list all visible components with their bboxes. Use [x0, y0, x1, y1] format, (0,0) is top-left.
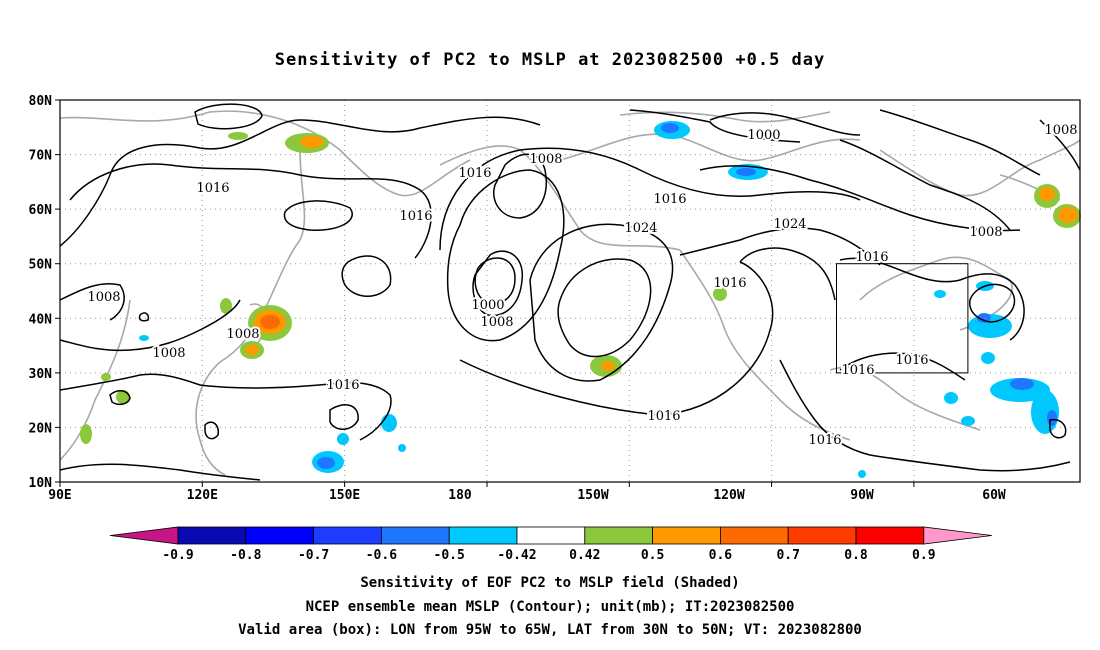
colorbar-swatch: [652, 526, 721, 545]
colorbar-swatch: [516, 526, 586, 545]
contour-label: 1008: [87, 290, 120, 305]
valid-area-box: [836, 263, 969, 374]
colorbar-label: 0.5: [641, 548, 664, 563]
contour-label: 1016: [399, 209, 432, 224]
plot-area: [60, 100, 1080, 482]
contour-label: 1008: [1044, 123, 1077, 138]
contour-label: 1016: [808, 433, 841, 448]
lat-label: 70N: [29, 149, 53, 164]
contour-label: 1024: [773, 217, 806, 232]
colorbar: -0.9 -0.8 -0.7 -0.6 -0.5 -0.42 0.42 0.5 0.6 0.7 0.…: [109, 526, 992, 563]
lon-label: 150E: [329, 488, 360, 503]
contour-label: 1016: [326, 378, 359, 393]
lat-label: 80N: [29, 94, 53, 109]
colorbar-label: -0.8: [230, 548, 261, 563]
lon-label: 60W: [982, 488, 1006, 503]
colorbar-label: 0.42: [569, 548, 600, 563]
contour-label: 1008: [529, 152, 562, 167]
contour-label: 1016: [713, 276, 746, 291]
lon-label: 120E: [187, 488, 218, 503]
colorbar-label: -0.7: [298, 548, 329, 563]
colorbar-swatch: [313, 526, 382, 545]
contour-label: 1016: [841, 363, 874, 378]
contour-label: 1024: [624, 221, 657, 236]
colorbar-swatch: [584, 526, 653, 545]
colorbar-label: -0.6: [366, 548, 397, 563]
caption-contour: NCEP ensemble mean MSLP (Contour); unit(…: [305, 599, 795, 615]
contour-label: 1008: [969, 225, 1002, 240]
contour-labels: 1016 1008 1016 1016 1000 1016 1008 1024 …: [85, 121, 1079, 450]
contour-label: 1008: [226, 327, 259, 342]
contour-label: 1016: [855, 250, 888, 265]
colorbar-swatch: [855, 526, 925, 545]
contour-label: 1016: [647, 409, 680, 424]
colorbar-left-arrow: [109, 526, 179, 545]
colorbar-label: 0.9: [912, 548, 935, 563]
colorbar-label: -0.42: [497, 548, 536, 563]
contour-label: 1016: [653, 192, 686, 207]
colorbar-right-arrow: [923, 526, 992, 545]
caption-valid-area: Valid area (box): LON from 95W to 65W, L…: [238, 622, 862, 638]
caption-shaded: Sensitivity of EOF PC2 to MSLP field (Sh…: [360, 575, 740, 591]
colorbar-swatch: [380, 526, 450, 545]
colorbar-swatch: [177, 526, 247, 545]
contour-label: 1000: [747, 128, 780, 143]
lat-label: 20N: [29, 421, 53, 436]
colorbar-label: 0.7: [776, 548, 799, 563]
lat-label: 10N: [29, 476, 53, 491]
lat-label: 50N: [29, 258, 53, 273]
lon-label: 90E: [48, 488, 71, 503]
colorbar-swatch: [448, 526, 518, 545]
tick-marks: [55, 99, 915, 487]
contour-label: 1008: [480, 315, 513, 330]
contour-label: 1016: [895, 353, 928, 368]
map-frame: [59, 99, 1081, 483]
lat-label: 30N: [29, 367, 53, 382]
lon-label: 90W: [850, 488, 874, 503]
colorbar-label: -0.9: [162, 548, 193, 563]
lon-label: 120W: [713, 488, 744, 503]
lat-label: 60N: [29, 203, 53, 218]
colorbar-swatch: [720, 526, 789, 545]
shaded-field: [80, 121, 1081, 478]
mslp-contours: [59, 103, 1081, 481]
lat-label: 40N: [29, 312, 53, 327]
colorbar-label: -0.5: [434, 548, 465, 563]
contour-label: 1000: [471, 298, 504, 313]
colorbar-label: 0.6: [709, 548, 733, 563]
contour-label: 1008: [152, 346, 185, 361]
lon-label: 150W: [577, 488, 608, 503]
colorbar-label: 0.8: [844, 548, 868, 563]
lon-label: 180: [448, 488, 472, 503]
map-title: Sensitivity of PC2 to MSLP at 2023082500…: [274, 50, 826, 70]
latitude-labels: 80N 70N 60N 50N 40N 30N 20N 10N: [29, 94, 53, 491]
contour-label: 1016: [196, 181, 229, 196]
colorbar-swatch: [787, 526, 857, 545]
contour-label: 1016: [458, 166, 491, 181]
longitude-labels: 90E 120E 150E 180 150W 120W 90W 60W: [48, 488, 1006, 503]
colorbar-swatch: [245, 526, 315, 545]
